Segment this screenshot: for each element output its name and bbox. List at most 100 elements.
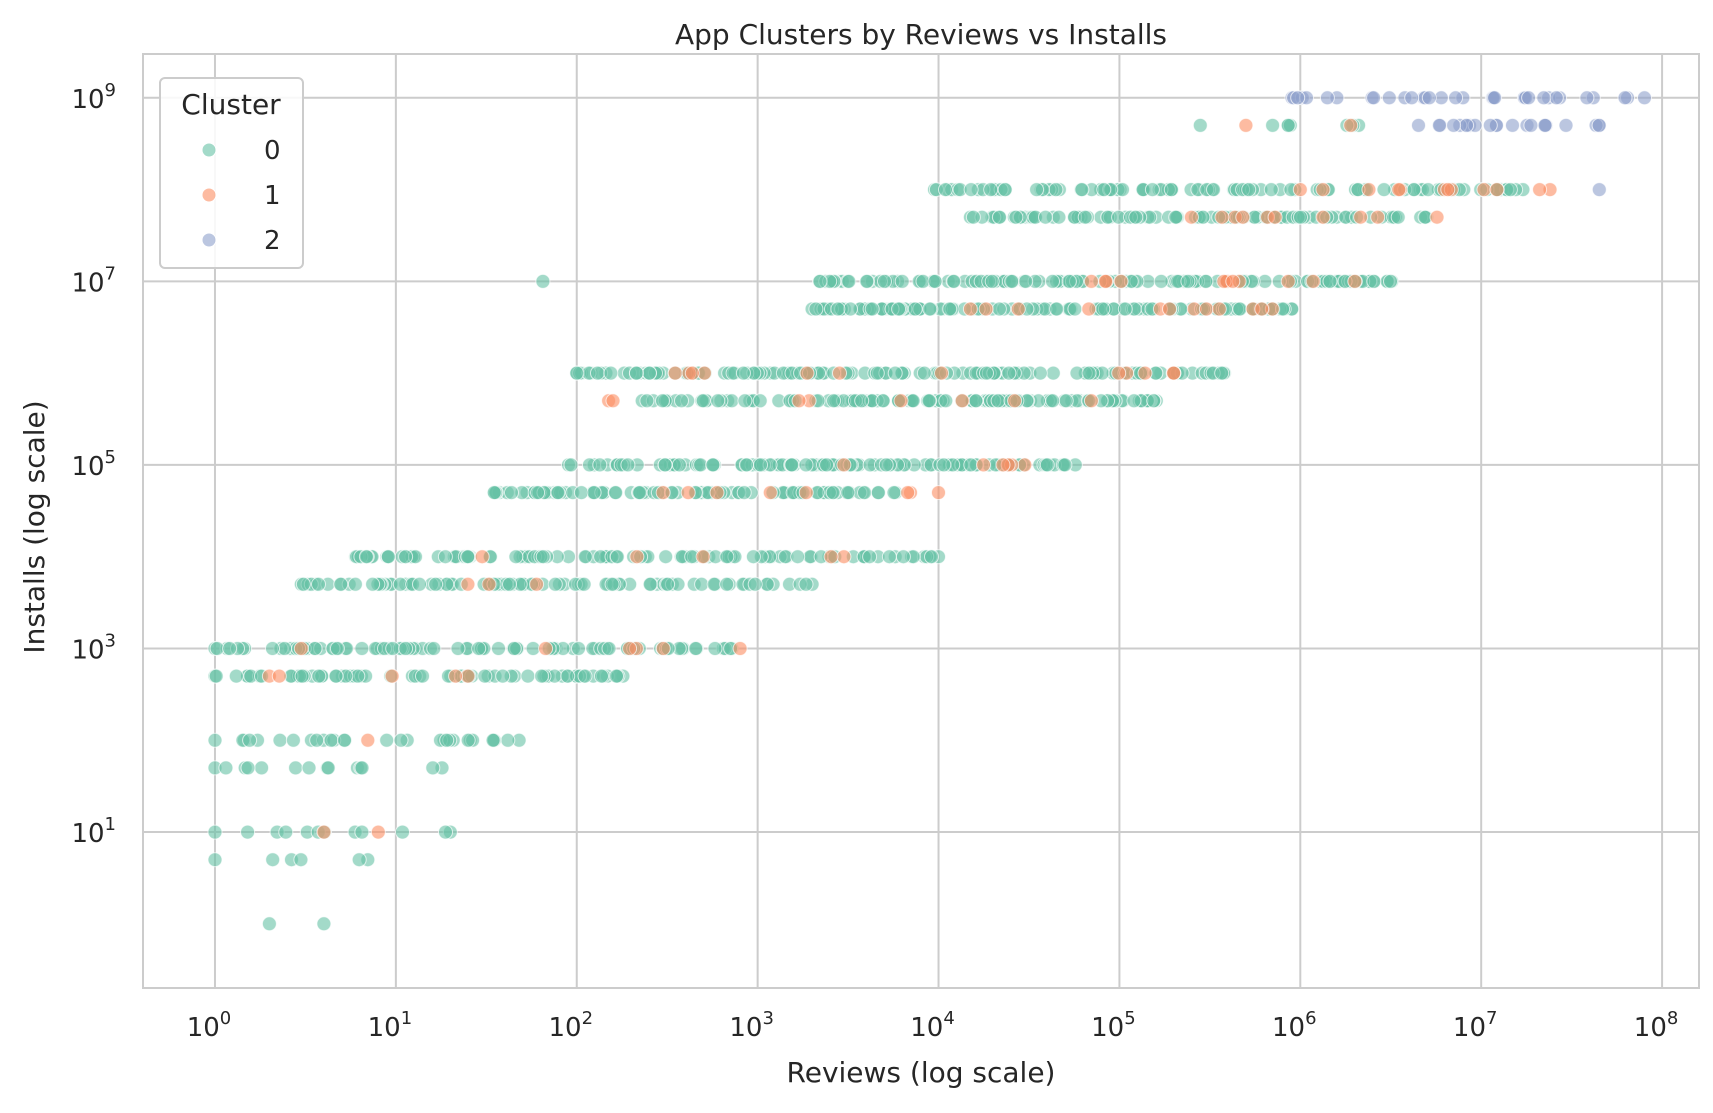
data-point (590, 365, 605, 381)
x-tick-exponent: 6 (1305, 1008, 1316, 1029)
data-point (1482, 117, 1498, 133)
data-point (328, 668, 344, 684)
data-point (1180, 273, 1196, 289)
data-point (1290, 90, 1306, 106)
data-point (997, 182, 1013, 198)
data-point (508, 549, 524, 565)
data-point (1007, 393, 1023, 409)
data-point (278, 824, 294, 840)
data-point (609, 668, 624, 684)
data-point (395, 824, 410, 840)
data-point (924, 549, 939, 565)
legend: Cluster 0 1 2 (159, 77, 304, 269)
data-point (1421, 90, 1437, 106)
data-point (823, 549, 839, 565)
data-point (857, 485, 872, 501)
data-point (1548, 90, 1564, 106)
y-tick-label: 105 (71, 447, 116, 482)
data-point (762, 485, 778, 501)
y-tick-exponent: 3 (105, 630, 116, 651)
data-point (1267, 209, 1283, 225)
data-point (891, 301, 907, 317)
data-point (1489, 182, 1505, 198)
data-point (1521, 90, 1537, 106)
data-point (609, 549, 625, 565)
data-point (894, 273, 910, 289)
data-point (1096, 182, 1112, 198)
data-point (265, 852, 281, 868)
data-point (1505, 117, 1520, 133)
data-point (808, 301, 824, 317)
data-point (450, 641, 466, 656)
data-point (1004, 273, 1020, 289)
x-tick-label: 100 (187, 1008, 232, 1043)
data-point (753, 457, 768, 473)
data-point (365, 576, 381, 592)
data-point (1163, 182, 1179, 198)
data-point (370, 824, 386, 840)
data-point (963, 457, 979, 473)
data-point (254, 760, 270, 776)
data-point (1315, 209, 1331, 225)
data-point (660, 576, 676, 592)
data-point (502, 576, 517, 592)
x-tick-exponent: 7 (1486, 1008, 1497, 1029)
data-point (984, 273, 1000, 289)
data-point (819, 457, 835, 473)
data-point (790, 549, 806, 565)
legend-marker (201, 187, 217, 203)
data-point (426, 641, 442, 656)
data-point (1637, 90, 1652, 106)
data-point (963, 182, 979, 198)
data-point (706, 576, 722, 592)
data-point (573, 485, 589, 501)
data-point (1476, 182, 1492, 198)
data-point (569, 365, 585, 381)
data-point (1420, 182, 1436, 198)
data-point (1214, 209, 1230, 225)
data-point (242, 732, 258, 748)
y-tick-exponent: 5 (105, 447, 116, 468)
x-tick-exponent: 1 (401, 1008, 412, 1029)
data-point (207, 732, 223, 748)
data-point (550, 485, 566, 501)
data-point (1459, 117, 1475, 133)
data-point (529, 576, 545, 592)
data-point (1144, 182, 1160, 198)
data-point (695, 549, 711, 565)
data-point (437, 549, 453, 565)
data-point (240, 760, 256, 776)
data-point (1431, 117, 1447, 133)
data-point (448, 668, 464, 684)
legend-title: Cluster (181, 88, 281, 121)
data-point (745, 549, 761, 565)
data-point (222, 641, 238, 656)
legend-label: 1 (264, 181, 281, 211)
data-point (1558, 117, 1574, 133)
data-point (667, 365, 683, 381)
data-point (1411, 117, 1426, 133)
data-point (1192, 117, 1208, 133)
data-point (979, 365, 994, 381)
data-point (1232, 301, 1248, 317)
data-point (538, 641, 554, 656)
data-point (504, 485, 519, 501)
data-point (530, 485, 546, 501)
data-point (393, 732, 409, 748)
x-tick-label: 106 (1272, 1008, 1317, 1043)
data-point (830, 301, 846, 317)
data-point (438, 824, 453, 840)
x-tick-label: 107 (1453, 1008, 1498, 1043)
data-point (563, 457, 579, 473)
data-point (491, 641, 506, 656)
data-point (1113, 273, 1129, 289)
data-point (323, 732, 339, 748)
data-point (864, 301, 880, 317)
data-point (592, 457, 608, 473)
data-point (1591, 117, 1607, 133)
chart-title: App Clusters by Reviews vs Installs (675, 18, 1167, 51)
legend-box (159, 77, 304, 269)
data-point (471, 641, 487, 656)
data-point (629, 549, 645, 565)
data-point (1617, 90, 1633, 106)
